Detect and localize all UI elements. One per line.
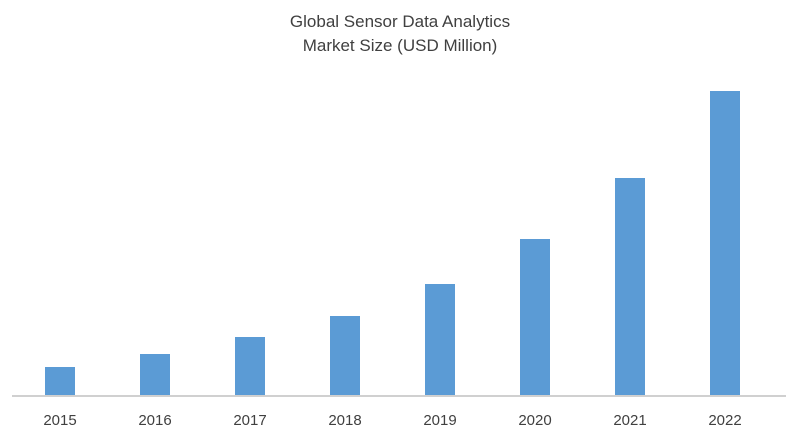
x-tick-label: 2022 bbox=[708, 412, 741, 429]
x-tick-label: 2015 bbox=[43, 412, 76, 429]
bar-2022 bbox=[710, 91, 740, 396]
bar-2015 bbox=[45, 367, 75, 396]
bar-2018 bbox=[330, 316, 360, 396]
chart-title-line-2: Market Size (USD Million) bbox=[303, 36, 498, 55]
chart-title-line-1: Global Sensor Data Analytics bbox=[290, 12, 510, 31]
x-tick-label: 2018 bbox=[328, 412, 361, 429]
bar-2021 bbox=[615, 178, 645, 396]
bar-2020 bbox=[520, 239, 550, 396]
x-tick-label: 2016 bbox=[138, 412, 171, 429]
x-tick-label: 2021 bbox=[613, 412, 646, 429]
bar-2017 bbox=[235, 337, 265, 396]
x-tick-label: 2017 bbox=[233, 412, 266, 429]
bar-2016 bbox=[140, 354, 170, 396]
x-tick-label: 2020 bbox=[518, 412, 551, 429]
x-tick-label: 2019 bbox=[423, 412, 456, 429]
bar-2019 bbox=[425, 284, 455, 396]
